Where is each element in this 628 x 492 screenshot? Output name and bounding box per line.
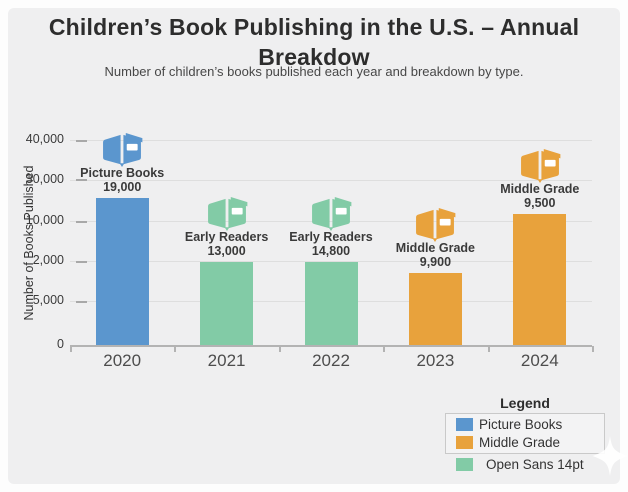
bar-data-label: Middle Grade 9,500 bbox=[475, 182, 605, 210]
bar-2020[interactable] bbox=[95, 198, 149, 345]
y-axis-tick bbox=[76, 260, 87, 263]
bar-2023[interactable] bbox=[408, 273, 462, 345]
legend-title: Legend bbox=[500, 395, 550, 411]
legend-item-label: Open Sans 14pt bbox=[486, 457, 584, 472]
y-axis-tick-label: 0 bbox=[57, 336, 64, 351]
legend-item-label: Middle Grade bbox=[479, 435, 561, 450]
x-axis-tick bbox=[592, 345, 594, 352]
y-axis-tick bbox=[76, 220, 87, 223]
chart-title: Children’s Book Publishing in the U.S. –… bbox=[48, 14, 580, 70]
bar-type-label: Early Readers bbox=[289, 230, 373, 244]
y-axis-tick bbox=[76, 179, 87, 181]
y-axis-tick-label: 2,000 bbox=[32, 253, 64, 267]
bar-type-label: Picture Books bbox=[80, 166, 165, 180]
middle-grade-swatch bbox=[456, 436, 473, 449]
x-axis-category-label: 2024 bbox=[520, 351, 559, 370]
legend-item-open-sans[interactable]: Open Sans 14pt bbox=[456, 457, 584, 472]
open-book-icon bbox=[99, 132, 145, 168]
x-axis-line bbox=[70, 344, 592, 347]
y-axis-tick-label: 40,000 bbox=[25, 132, 64, 146]
bar-value-label: 9,500 bbox=[524, 196, 556, 210]
legend-item-label: Picture Books bbox=[479, 417, 563, 432]
bar-2024[interactable] bbox=[513, 214, 567, 345]
bar-value-label: 14,800 bbox=[311, 244, 351, 258]
bar-data-label: Middle Grade 9,900 bbox=[370, 241, 500, 269]
y-axis-tick-label: 30,000 bbox=[25, 171, 64, 186]
bar-type-label: Middle Grade bbox=[500, 182, 580, 196]
legend-item-picture-books[interactable]: Picture Books bbox=[456, 417, 604, 432]
bar-2022[interactable] bbox=[304, 262, 358, 345]
gridline bbox=[70, 140, 592, 141]
chart-subtitle: Number of children’s books published eac… bbox=[104, 64, 524, 79]
open-book-icon bbox=[517, 148, 563, 184]
gridline bbox=[70, 261, 592, 262]
bar-2021[interactable] bbox=[200, 262, 254, 345]
y-axis-tick bbox=[76, 300, 87, 303]
x-axis-category-label: 2023 bbox=[416, 351, 455, 370]
open-book-icon bbox=[412, 207, 458, 243]
x-axis-tick bbox=[70, 345, 72, 352]
y-axis-tick-label: 5,000 bbox=[32, 293, 64, 307]
open-book-icon bbox=[204, 196, 250, 232]
open-book-icon bbox=[308, 196, 354, 232]
x-axis-tick bbox=[487, 345, 490, 352]
x-axis-category-label: 2020 bbox=[103, 351, 142, 370]
picture-books-swatch bbox=[456, 418, 473, 431]
bar-type-label: Early Readers bbox=[184, 230, 269, 244]
bar-data-label: Early Readers 13,000 bbox=[162, 230, 292, 258]
open-sans-swatch bbox=[456, 458, 473, 471]
x-axis-tick bbox=[174, 345, 177, 352]
gridline bbox=[70, 179, 592, 181]
sparkle-icon bbox=[592, 436, 628, 476]
bar-type-label: Middle Grade bbox=[395, 241, 475, 255]
bar-value-label: 9,900 bbox=[419, 255, 452, 269]
y-axis-tick-label: 10,000 bbox=[25, 213, 64, 227]
gridline bbox=[70, 221, 592, 222]
bar-data-label: Picture Books 19,000 bbox=[57, 166, 187, 194]
x-axis-category-label: 2021 bbox=[207, 351, 246, 370]
bar-value-label: 13,000 bbox=[207, 244, 246, 258]
legend-box: Picture Books Middle Grade bbox=[445, 413, 605, 454]
x-axis-tick bbox=[278, 345, 281, 352]
y-axis-tick bbox=[76, 139, 87, 142]
bar-value-label: 19,000 bbox=[103, 180, 142, 194]
legend-item-middle-grade[interactable]: Middle Grade bbox=[456, 435, 604, 450]
x-axis-tick bbox=[383, 345, 386, 352]
x-axis-category-label: 2022 bbox=[312, 351, 350, 370]
bar-data-label: Early Readers 14,800 bbox=[266, 230, 396, 258]
